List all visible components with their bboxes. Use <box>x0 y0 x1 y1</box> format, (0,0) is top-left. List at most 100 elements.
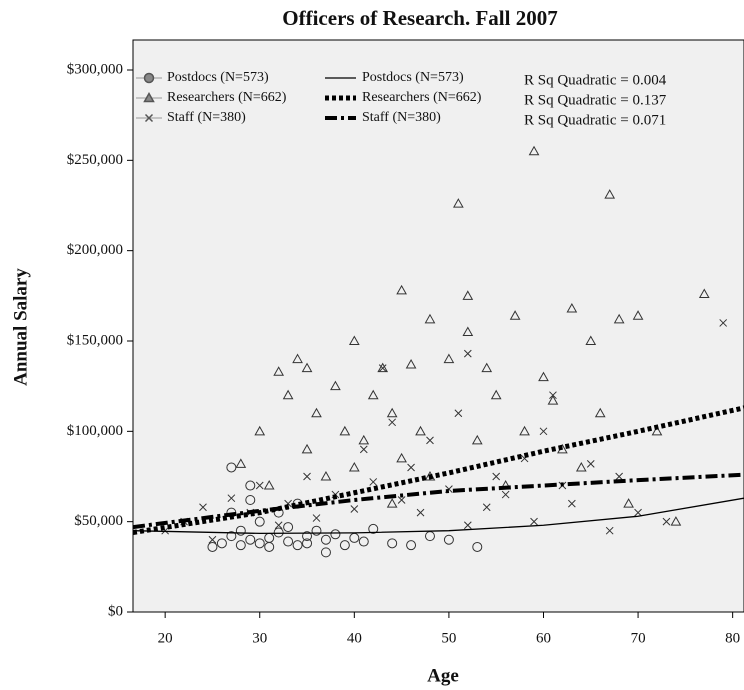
legend-label: Postdocs (N=573) <box>362 70 464 85</box>
point <box>662 517 671 526</box>
point <box>348 461 360 472</box>
point <box>283 522 294 533</box>
point <box>586 459 595 468</box>
point <box>396 284 407 295</box>
point <box>415 425 426 436</box>
point <box>530 517 538 526</box>
point <box>453 198 464 208</box>
point <box>539 427 548 436</box>
point <box>292 353 303 364</box>
point <box>519 425 530 436</box>
point <box>339 425 351 436</box>
point <box>226 531 237 542</box>
point <box>301 443 313 454</box>
point <box>359 445 368 454</box>
point <box>311 525 322 536</box>
point <box>406 540 417 551</box>
point <box>302 531 313 542</box>
point <box>462 326 474 336</box>
point <box>208 535 217 544</box>
point <box>416 508 425 517</box>
point <box>632 310 644 320</box>
point <box>282 389 294 400</box>
x-tick-label: 80 <box>725 630 740 646</box>
x-axis-label: Age <box>427 665 459 686</box>
legend-label: Staff (N=380) <box>167 110 246 125</box>
point <box>235 525 246 536</box>
legend-label: Researchers (N=662) <box>167 90 287 105</box>
point <box>604 189 616 199</box>
point <box>426 436 434 445</box>
y-tick-label: $200,000 <box>67 242 123 258</box>
point <box>348 335 360 345</box>
plot-area <box>132 39 744 613</box>
point <box>492 472 501 481</box>
point <box>407 463 415 472</box>
point <box>634 508 642 517</box>
point <box>273 366 285 376</box>
point <box>254 516 265 527</box>
y-axis-label: Annual Salary <box>10 268 31 386</box>
point <box>396 452 407 463</box>
point <box>443 353 455 364</box>
point <box>227 494 236 503</box>
point <box>311 407 322 418</box>
point <box>292 540 303 551</box>
annotation: R Sq Quadratic = 0.004 <box>524 72 667 88</box>
annotation: R Sq Quadratic = 0.071 <box>524 112 666 128</box>
x-tick-label: 50 <box>441 630 456 646</box>
point <box>358 536 369 547</box>
point <box>255 481 264 490</box>
point <box>549 391 557 400</box>
point <box>405 358 417 369</box>
point <box>471 434 483 445</box>
point <box>330 529 341 540</box>
point <box>235 540 246 551</box>
point <box>509 310 521 320</box>
legend-label: Postdocs (N=573) <box>167 70 269 85</box>
point <box>397 496 406 504</box>
y-tick-label: $250,000 <box>67 152 123 168</box>
point <box>263 480 275 490</box>
x-tick-label: 60 <box>536 630 551 646</box>
x-tick-label: 70 <box>631 630 646 646</box>
point <box>387 538 398 549</box>
point <box>320 547 331 558</box>
point <box>594 407 606 418</box>
point <box>207 541 218 552</box>
point <box>369 478 378 486</box>
point <box>585 335 597 345</box>
point <box>388 418 397 427</box>
point <box>254 538 265 549</box>
point <box>698 288 710 299</box>
point <box>144 113 154 123</box>
point <box>358 434 370 445</box>
point <box>623 498 634 508</box>
x-tick-label: 30 <box>252 630 267 646</box>
point <box>303 472 311 481</box>
point <box>367 389 379 400</box>
point <box>320 534 331 545</box>
point <box>301 362 313 373</box>
point <box>605 526 614 535</box>
point <box>216 538 227 549</box>
point <box>568 499 576 508</box>
y-tick-label: $50,000 <box>74 513 123 529</box>
point <box>575 461 587 472</box>
point <box>143 91 155 103</box>
point <box>245 480 256 491</box>
point <box>538 371 549 382</box>
point <box>283 536 294 547</box>
point <box>264 541 275 552</box>
x-tick-label: 40 <box>347 630 362 646</box>
point <box>424 313 436 324</box>
point <box>528 145 540 156</box>
point <box>386 407 398 418</box>
point <box>254 425 266 436</box>
point <box>547 395 559 405</box>
point <box>463 521 472 530</box>
point <box>566 302 578 313</box>
point <box>199 503 207 512</box>
point <box>472 541 483 552</box>
